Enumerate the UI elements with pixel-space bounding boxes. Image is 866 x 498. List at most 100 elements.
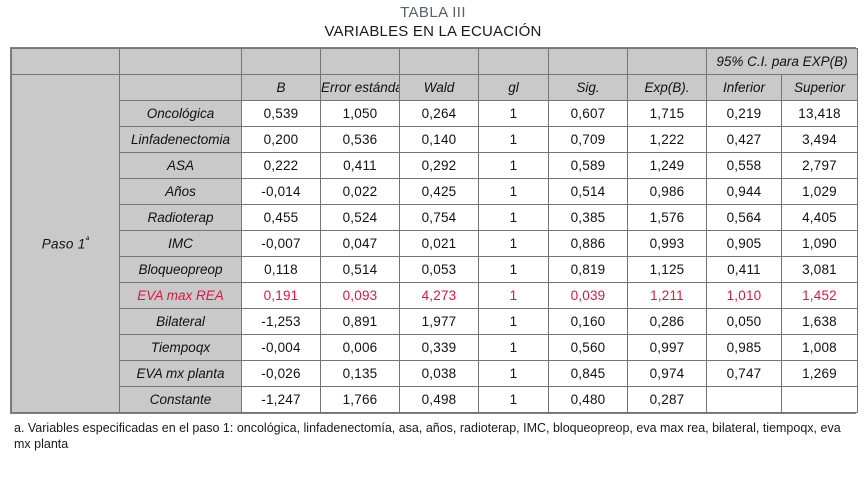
cell-exp-b: 0,974 (627, 360, 707, 387)
row-label: EVA max REA (119, 282, 242, 309)
cell-inferior: 0,985 (706, 334, 782, 361)
header-blank-sig (548, 48, 628, 75)
cell-sig: 0,819 (548, 256, 628, 283)
row-label: IMC (119, 230, 242, 257)
row-label: EVA mx planta (119, 360, 242, 387)
cell-wald: 1,977 (399, 308, 479, 335)
cell-superior: 4,405 (781, 204, 858, 231)
header-col-sig: Sig. (548, 74, 628, 101)
table-row: EVA max REA 0,191 0,093 4,273 1 0,039 1,211 1,0… (12, 282, 858, 309)
cell-gl: 1 (478, 282, 549, 309)
header-col-expb: Exp(B). (627, 74, 707, 101)
cell-gl: 1 (478, 152, 549, 179)
cell-error-est-ndar: 0,006 (320, 334, 400, 361)
cell-wald: 0,053 (399, 256, 479, 283)
cell-inferior: 0,427 (706, 126, 782, 153)
step-label-superscript: ª (85, 235, 90, 246)
table-row: ASA 0,222 0,411 0,292 1 0,589 1,249 0,558 2,797 (12, 152, 858, 179)
cell-superior: 1,090 (781, 230, 858, 257)
table-footnote: a. Variables especificadas en el paso 1:… (14, 421, 841, 451)
row-label: Linfadenectomia (119, 126, 242, 153)
cell-exp-b: 1,222 (627, 126, 707, 153)
title-block: TABLA III VARIABLES EN LA ECUACIÓN (0, 0, 866, 41)
cell-b: 0,118 (241, 256, 321, 283)
cell-error-est-ndar: 0,135 (320, 360, 400, 387)
cell-superior (781, 386, 858, 413)
table-row: Años -0,014 0,022 0,425 1 0,514 0,986 0,944 1,02… (12, 178, 858, 205)
cell-error-est-ndar: 0,514 (320, 256, 400, 283)
header-corner-cell-paso (11, 48, 120, 75)
cell-b: 0,539 (241, 100, 321, 127)
row-label: Radioterap (119, 204, 242, 231)
table-row: IMC -0,007 0,047 0,021 1 0,886 0,993 0,905 1,090 (12, 230, 858, 257)
table-row: Oncológica 0,539 1,050 0,264 1 0,607 1,715 0,21… (12, 100, 858, 127)
table-header-row-group: 95% C.I. para EXP(B) (11, 48, 858, 75)
table-row: Bloqueopreop 0,118 0,514 0,053 1 0,819 1,125 0,… (12, 256, 858, 283)
cell-exp-b: 0,286 (627, 308, 707, 335)
cell-wald: 0,021 (399, 230, 479, 257)
table-row: Radioterap 0,455 0,524 0,754 1 0,385 1,576 0,56… (12, 204, 858, 231)
cell-error-est-ndar: 0,411 (320, 152, 400, 179)
cell-superior: 1,638 (781, 308, 858, 335)
page-subtitle: VARIABLES EN LA ECUACIÓN (324, 23, 542, 40)
cell-superior: 13,418 (781, 100, 858, 127)
cell-exp-b: 0,287 (627, 386, 707, 413)
header-col-inferior: Inferior (706, 74, 782, 101)
table-header-row-columns: Paso 1ª B Error estándar Wald gl Sig. Ex… (11, 74, 858, 413)
header-blank-error-estandar (320, 48, 400, 75)
table-container: 95% C.I. para EXP(B) Paso 1ª B Error est… (10, 47, 858, 414)
cell-superior: 3,494 (781, 126, 858, 153)
cell-wald: 4,273 (399, 282, 479, 309)
cell-wald: 0,140 (399, 126, 479, 153)
row-label: Bloqueopreop (119, 256, 242, 283)
cell-inferior: 0,219 (706, 100, 782, 127)
cell-b: -1,247 (241, 386, 321, 413)
cell-b: 0,455 (241, 204, 321, 231)
cell-b: -0,014 (241, 178, 321, 205)
header-corner-cell-variable (119, 48, 242, 75)
cell-gl: 1 (478, 100, 549, 127)
header-col-gl: gl (478, 74, 549, 101)
cell-exp-b: 1,715 (627, 100, 707, 127)
table-row: Constante -1,247 1,766 0,498 1 0,480 0,287 (12, 386, 858, 413)
cell-superior: 1,452 (781, 282, 858, 309)
cell-sig: 0,709 (548, 126, 628, 153)
cell-exp-b: 1,125 (627, 256, 707, 283)
cell-b: -0,026 (241, 360, 321, 387)
header-col-superior: Superior (781, 74, 858, 101)
cell-gl: 1 (478, 360, 549, 387)
cell-exp-b: 0,997 (627, 334, 707, 361)
cell-superior: 1,029 (781, 178, 858, 205)
cell-b: 0,191 (241, 282, 321, 309)
cell-sig: 0,845 (548, 360, 628, 387)
row-label: Bilateral (119, 308, 242, 335)
cell-sig: 0,589 (548, 152, 628, 179)
cell-sig: 0,039 (548, 282, 628, 309)
cell-superior: 1,008 (781, 334, 858, 361)
header-variable-column (119, 74, 242, 101)
cell-b: 0,222 (241, 152, 321, 179)
cell-inferior: 0,564 (706, 204, 782, 231)
cell-error-est-ndar: 0,524 (320, 204, 400, 231)
cell-sig: 0,514 (548, 178, 628, 205)
cell-superior: 3,081 (781, 256, 858, 283)
row-label: Años (119, 178, 242, 205)
cell-wald: 0,264 (399, 100, 479, 127)
header-group-confidence-interval: 95% C.I. para EXP(B) (706, 48, 858, 75)
row-label: Constante (119, 386, 242, 413)
cell-superior: 1,269 (781, 360, 858, 387)
cell-wald: 0,425 (399, 178, 479, 205)
cell-error-est-ndar: 1,050 (320, 100, 400, 127)
header-col-error-estandar: Error estándar (320, 74, 400, 101)
cell-gl: 1 (478, 230, 549, 257)
cell-inferior: 0,747 (706, 360, 782, 387)
cell-exp-b: 1,576 (627, 204, 707, 231)
step-label-cell: Paso 1ª (11, 74, 120, 413)
row-label: Tiempoqx (119, 334, 242, 361)
header-blank-b (241, 48, 321, 75)
cell-b: -0,004 (241, 334, 321, 361)
cell-error-est-ndar: 0,536 (320, 126, 400, 153)
table-row: Linfadenectomia 0,200 0,536 0,140 1 0,709 1,22… (12, 126, 858, 153)
cell-b: -0,007 (241, 230, 321, 257)
